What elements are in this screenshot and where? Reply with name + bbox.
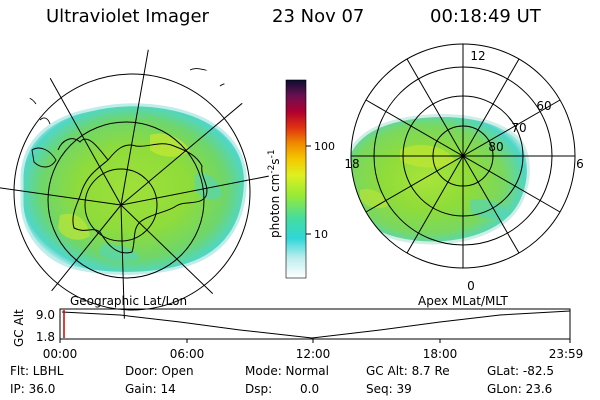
colorbar-tick-10: 10 [314, 228, 328, 241]
timeline-xtick-1800: 18:00 [423, 347, 458, 361]
coastline-outline [57, 138, 208, 254]
info-seq: Seq: 39 [366, 382, 412, 396]
info-dsp-label: Dsp: [245, 382, 273, 396]
mlt-label-18: 18 [344, 157, 359, 171]
mlt-label-0: 0 [467, 279, 475, 293]
timeline-xtick-0000: 00:00 [43, 347, 78, 361]
apex-panel: 12 18 6 0 60 70 80 [344, 43, 584, 293]
timeline-xtick-0600: 06:00 [170, 347, 205, 361]
info-filter: Flt: LBHL [10, 364, 64, 378]
timeline-ytick-top: 9.0 [36, 308, 55, 322]
timeline-ytick-bottom: 1.8 [36, 330, 55, 344]
left-panel-caption: Geographic Lat/Lon [70, 294, 188, 308]
observation-time: 00:18:49 UT [430, 6, 541, 27]
info-ip: IP: 36.0 [10, 382, 56, 396]
info-gain: Gain: 14 [125, 382, 176, 396]
mlat-label-70: 70 [511, 121, 526, 135]
info-door: Door: Open [125, 364, 194, 378]
info-glon: GLon: 23.6 [487, 382, 553, 396]
right-panel-caption: Apex MLat/MLT [418, 294, 508, 308]
instrument-title: Ultraviolet Imager [46, 6, 209, 27]
mlat-label-60: 60 [536, 99, 551, 113]
mlt-label-12: 12 [470, 49, 485, 63]
info-gc-alt: GC Alt: 8.7 Re [366, 364, 450, 378]
altitude-timeline: GC Alt 9.0 1.8 00:00 06:00 12:00 18:00 2… [12, 308, 583, 361]
timeline-xtick-2359: 23:59 [549, 347, 584, 361]
altitude-curve [61, 310, 571, 339]
colorbar: 100 10 photon cm-2s-1 [267, 79, 335, 279]
timeline-ylabel: GC Alt [12, 309, 26, 347]
info-dsp-value: 0.0 [300, 382, 320, 396]
colorbar-gradient [285, 79, 307, 279]
mlt-label-6: 6 [576, 157, 584, 171]
timeline-xtick-1200: 12:00 [296, 347, 331, 361]
info-glat: GLat: -82.5 [487, 364, 554, 378]
timeline-frame [59, 308, 571, 340]
colorbar-tick-100: 100 [314, 140, 335, 153]
colorbar-label: photon cm-2s-1 [267, 149, 282, 238]
mlat-label-80: 80 [488, 140, 503, 154]
observation-date: 23 Nov 07 [272, 6, 365, 27]
info-mode: Mode: Normal [245, 364, 329, 378]
